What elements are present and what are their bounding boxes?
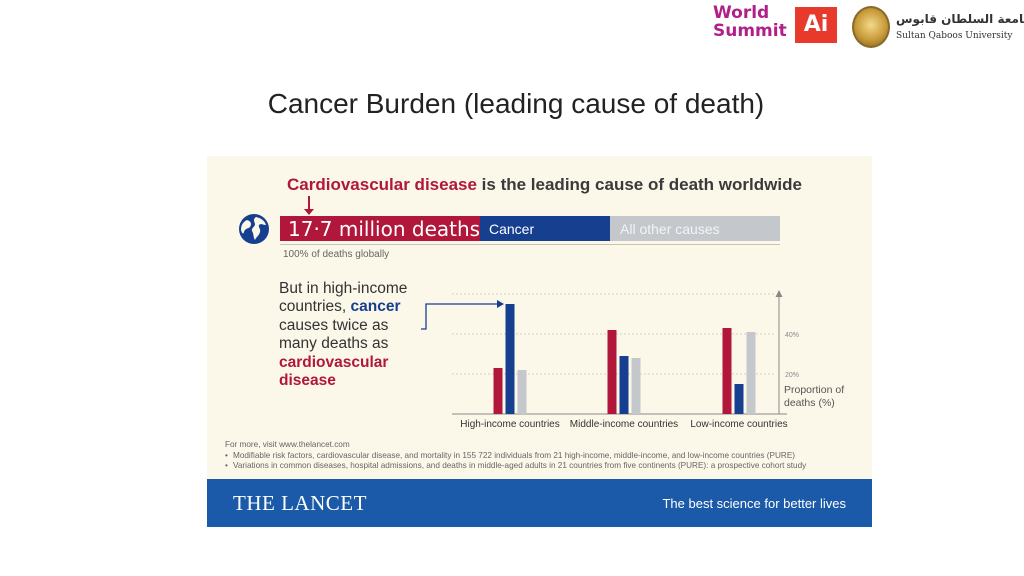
- chart-bars: [493, 304, 756, 414]
- headline-cvd: Cardiovascular disease: [287, 175, 477, 194]
- references: For more, visit www.thelancet.com Modifi…: [225, 440, 806, 472]
- other-causes-label: All other causes: [620, 220, 720, 237]
- bar: [746, 332, 756, 414]
- cvd-deaths-segment: 17·7 million deaths: [280, 216, 480, 241]
- bar: [607, 330, 617, 414]
- chart-labels: High-income countries Middle-income count…: [460, 332, 844, 430]
- world-summit-ai-logo: World Summit Ai: [713, 4, 843, 44]
- slide-title: Cancer Burden (leading cause of death): [267, 88, 765, 119]
- y-axis-label: Proportion of: [784, 384, 844, 396]
- globe-icon: [239, 214, 269, 244]
- x-tick-label: High-income countries: [460, 419, 560, 430]
- university-seal-icon: [852, 6, 890, 48]
- references-intro[interactable]: For more, visit www.thelancet.com: [225, 440, 350, 449]
- income-group-bar-chart: High-income countries Middle-income count…: [421, 290, 844, 430]
- lancet-infographic: Cardiovascular disease is the leading ca…: [207, 156, 872, 527]
- other-causes-segment: All other causes: [610, 216, 780, 241]
- infographic-headline: Cardiovascular disease is the leading ca…: [287, 175, 802, 195]
- bar: [493, 368, 503, 414]
- global-deaths-note: 100% of deaths globally: [283, 249, 390, 260]
- bar: [722, 328, 732, 414]
- world-summit-logo-text: World Summit: [713, 3, 787, 41]
- callout-cancer: cancer: [350, 298, 401, 316]
- bar: [734, 384, 744, 414]
- y-axis-label: deaths (%): [784, 397, 835, 409]
- bar: [517, 370, 527, 414]
- lancet-tagline: The best science for better lives: [662, 496, 846, 511]
- lancet-footer: THE LANCET The best science for better l…: [207, 479, 872, 527]
- cancer-deaths-label: Cancer: [489, 220, 535, 237]
- global-deaths-bar: 17·7 million deaths Cancer All other cau…: [280, 216, 780, 241]
- x-tick-label: Low-income countries: [690, 419, 787, 430]
- callout-connector: [421, 303, 497, 330]
- x-tick-label: Middle-income countries: [570, 419, 678, 430]
- reference-item: Modifiable risk factors, cardiovascular …: [225, 451, 806, 462]
- cvd-deaths-label: 17·7 million deaths: [288, 216, 480, 241]
- reference-item: Variations in common diseases, hospital …: [225, 461, 806, 472]
- ai-logo-box: Ai: [795, 7, 837, 43]
- callout-cvd: cardiovascular disease: [279, 353, 389, 390]
- lancet-brand: THE LANCET: [233, 491, 367, 515]
- high-income-callout: But in high-income countries, cancer cau…: [279, 280, 408, 390]
- bar: [505, 304, 515, 414]
- university-name-arabic: جامعة السلطان قابوس: [896, 12, 1024, 26]
- headline-rest: is the leading cause of death worldwide: [476, 175, 802, 194]
- callout-arrow-icon: [497, 300, 504, 308]
- bar: [619, 356, 629, 414]
- y-axis-arrow-icon: [775, 290, 783, 297]
- university-name-english: Sultan Qaboos University: [896, 31, 1013, 41]
- sultan-qaboos-university-logo: جامعة السلطان قابوس Sultan Qaboos Univer…: [852, 4, 1024, 50]
- cancer-deaths-segment: Cancer: [480, 216, 610, 241]
- down-arrow-icon: [304, 196, 314, 215]
- global-bar-baseline: [280, 244, 780, 245]
- y-tick-label: 40%: [785, 332, 799, 339]
- y-tick-label: 20%: [785, 372, 799, 379]
- bar: [631, 358, 641, 414]
